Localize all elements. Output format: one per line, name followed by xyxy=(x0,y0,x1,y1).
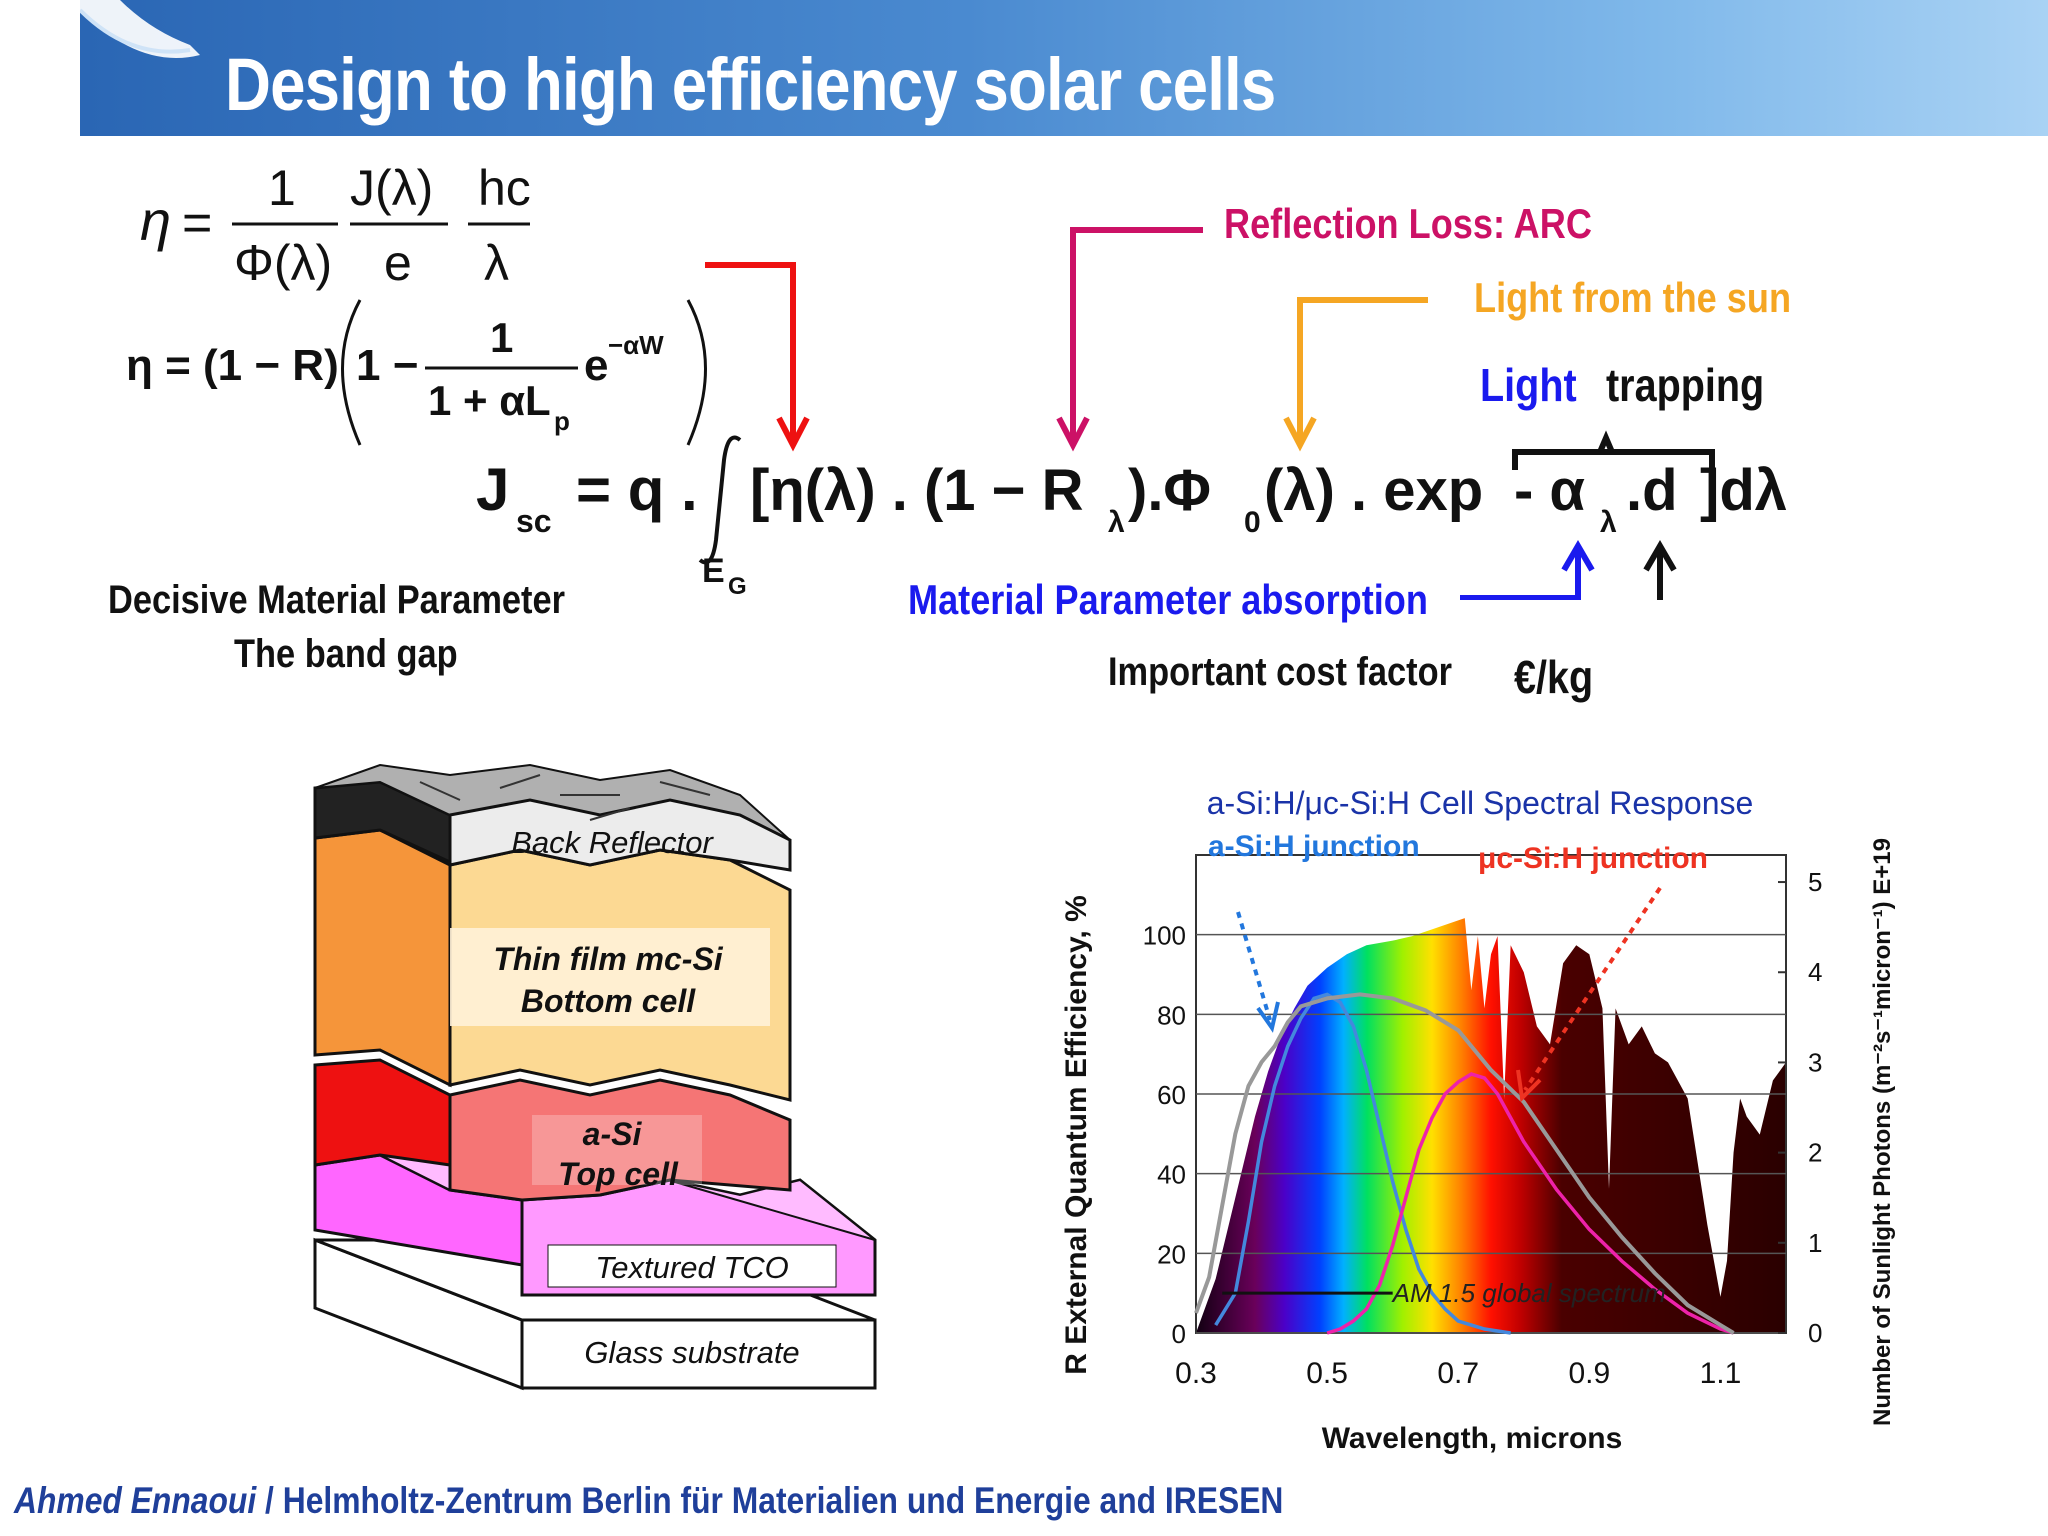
label-asi-junction: a-Si:H junction xyxy=(1208,830,1420,863)
x-axis-label: Wavelength, microns xyxy=(1322,1422,1623,1455)
layer-glass: Glass substrate xyxy=(584,1335,799,1370)
eq1-e: e xyxy=(384,235,412,291)
eq2-sub-p: p xyxy=(554,406,570,436)
eq2-one-minus: 1 − xyxy=(356,341,418,390)
page-title: Design to high efficiency solar cells xyxy=(225,43,1276,126)
y-tick-label-100: 100 xyxy=(1143,921,1186,951)
series-line-0 xyxy=(1214,992,1511,1335)
layer-tco: Textured TCO xyxy=(595,1250,789,1285)
footer-author: Ahmed Ennaoui xyxy=(14,1480,257,1521)
solar-cell-layer-stack: Back Reflector Thin film mc-Si Bottom ce… xyxy=(313,763,877,1391)
footer-affiliation: / Helmholtz-Zentrum Berlin für Materiali… xyxy=(256,1480,1284,1521)
x-tick-label-0.9: 0.9 xyxy=(1568,1357,1610,1390)
arrow-red xyxy=(705,262,796,445)
label-light-from-sun: Light from the sun xyxy=(1474,274,1792,321)
integral-sign xyxy=(698,435,742,565)
label-decisive-parameter: Decisive Material Parameter xyxy=(108,578,566,622)
eq2-denom: 1 + αL xyxy=(428,377,551,424)
arrow-asi xyxy=(1236,911,1272,1021)
y-tick-label-40: 40 xyxy=(1157,1160,1186,1190)
eq1-hc: hc xyxy=(478,160,531,216)
label-ucsi-junction: μc-Si:H junction xyxy=(1478,842,1708,875)
light-trapping-brace xyxy=(1512,449,1715,470)
equations: η = 1 J(λ) hc Φ(λ) e λ η = (1 − R) 1 − 1… xyxy=(126,160,1787,600)
jsc-dot-d: .d xyxy=(1626,458,1678,523)
eq2-lhs: η = (1 − R) xyxy=(126,341,339,390)
arrow-black-cost xyxy=(1657,550,1663,600)
label-light: Light xyxy=(1480,359,1577,411)
x-tick-label-1.1: 1.1 xyxy=(1700,1357,1742,1390)
y2-tick-label-3: 3 xyxy=(1808,1047,1822,1077)
am15-spectrum-area xyxy=(1196,918,1786,1333)
label-cost-factor: Important cost factor xyxy=(1108,650,1453,694)
y-axis-label: R External Quantum Efficiency, % xyxy=(1060,895,1093,1375)
label-trapping: trapping xyxy=(1606,359,1765,411)
jsc-minus-alpha: - α xyxy=(1514,458,1585,523)
eq2-one: 1 xyxy=(490,314,513,361)
footer: Ahmed Ennaoui / Helmholtz-Zentrum Berlin… xyxy=(14,1480,1283,1522)
arrow-magenta xyxy=(1070,227,1203,445)
spectral-response-chart: a-Si:H/μc-Si:H Cell Spectral Response 0.… xyxy=(1060,785,1896,1455)
y-tick-label-80: 80 xyxy=(1157,1000,1186,1030)
layer-back-reflector: Back Reflector xyxy=(511,825,714,860)
label-reflection-loss: Reflection Loss: ARC xyxy=(1224,200,1592,247)
y-tick-label-60: 60 xyxy=(1157,1080,1186,1110)
y2-axis-label: Number of Sunlight Photons (m⁻²s⁻¹micron… xyxy=(1869,838,1896,1426)
layer-mc-si-2: Bottom cell xyxy=(521,983,696,1019)
label-euro-kg: €/kg xyxy=(1514,651,1594,703)
jsc-exp: (λ) . exp xyxy=(1264,458,1483,523)
series-line-2 xyxy=(1194,992,1735,1335)
y2-tick-label-0: 0 xyxy=(1808,1318,1822,1348)
axis-ticks: 0.3 0.5 0.7 0.9 1.1 0 20 40 60 80 100 0 1 2 3 4 5 xyxy=(1143,867,1823,1390)
jsc-sub-lambda: λ xyxy=(1108,506,1125,539)
swoosh-graphic xyxy=(80,0,200,58)
eq1-phi: Φ(λ) xyxy=(234,235,332,291)
title-band xyxy=(80,0,2048,136)
eq2-exp: e xyxy=(584,341,608,390)
eq1-J: J(λ) xyxy=(350,160,433,216)
arrow-ucsi xyxy=(1523,886,1662,1092)
eq2-exp-sup: −αW xyxy=(608,330,664,360)
y2-tick-label-5: 5 xyxy=(1808,867,1822,897)
jsc-sub-lambda2: λ xyxy=(1600,506,1617,539)
jsc-integrand: [η(λ) . (1 − R xyxy=(750,458,1084,523)
jsc-J: J xyxy=(476,456,509,523)
x-tick-label-0.5: 0.5 xyxy=(1306,1357,1348,1390)
y-tick-label-20: 20 xyxy=(1157,1239,1186,1269)
eq1-eta: η xyxy=(140,189,171,252)
eq1-equals: = xyxy=(182,194,212,252)
lower-limit: E xyxy=(702,552,725,590)
jsc-rhs: = q . xyxy=(576,456,698,523)
x-tick-label-0.3: 0.3 xyxy=(1175,1357,1217,1390)
arrow-orange xyxy=(1297,297,1428,445)
y2-tick-label-1: 1 xyxy=(1808,1228,1822,1258)
y2-tick-label-4: 4 xyxy=(1808,957,1822,987)
y2-tick-label-2: 2 xyxy=(1808,1138,1822,1168)
layer-asi-2: Top cell xyxy=(558,1156,679,1192)
grid-lines xyxy=(1196,933,1786,1334)
chart-title: a-Si:H/μc-Si:H Cell Spectral Response xyxy=(1207,785,1754,821)
x-tick-label-0.7: 0.7 xyxy=(1437,1357,1479,1390)
lower-limit-sub: G xyxy=(728,573,747,600)
eq1-lambda: λ xyxy=(484,235,509,291)
arrow-blue-absorption xyxy=(1460,550,1581,600)
spectrum-label: AM 1.5 global spectrum xyxy=(1391,1278,1666,1308)
layer-mc-si-1: Thin film mc-Si xyxy=(493,941,723,977)
label-material-absorption: Material Parameter absorption xyxy=(908,576,1428,623)
jsc-sub: sc xyxy=(516,503,552,539)
y-tick-label-0: 0 xyxy=(1172,1319,1186,1349)
label-band-gap: The band gap xyxy=(234,632,458,676)
jsc-sub0: 0 xyxy=(1244,506,1261,539)
eq1-one: 1 xyxy=(268,160,296,216)
jsc-phi0: ).Φ xyxy=(1128,458,1211,523)
layer-asi-1: a-Si xyxy=(583,1116,643,1152)
